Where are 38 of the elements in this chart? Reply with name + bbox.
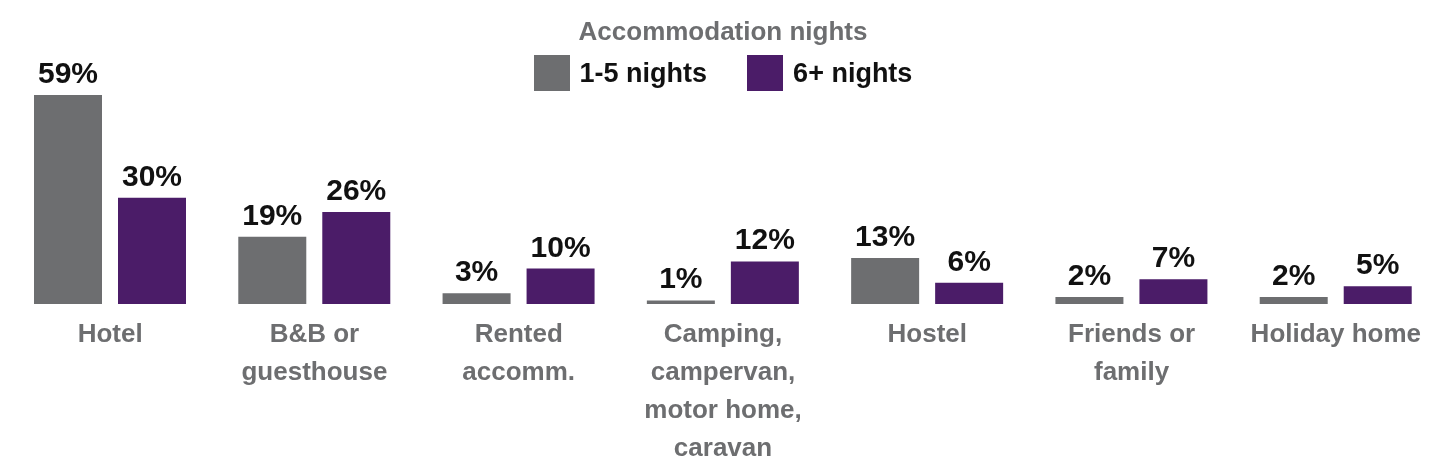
bar [526, 268, 595, 304]
legend-label: 1-5 nights [579, 57, 708, 89]
bar [118, 197, 186, 304]
data-label: 26% [326, 172, 387, 206]
x-tick-label: B&B or guesthouse [241, 318, 388, 386]
data-label: 2% [1067, 257, 1112, 291]
x-tick-label: Holiday home [1250, 318, 1422, 348]
bar [1259, 296, 1328, 304]
bar [935, 282, 1004, 304]
x-tick-label: Rented accomm. [462, 318, 576, 386]
data-label: 59% [37, 56, 99, 89]
x-tick-label: Hotel [77, 318, 143, 348]
legend-label: 6+ nights [793, 57, 913, 89]
data-label: 2% [1272, 257, 1316, 291]
bar [442, 293, 511, 304]
data-label: 19% [242, 197, 303, 231]
bar [1055, 296, 1124, 304]
x-tick-label: Friends or family [1068, 318, 1196, 386]
bar [34, 95, 102, 304]
data-label: 13% [855, 218, 916, 252]
bar [730, 261, 799, 304]
data-label: 1% [659, 261, 703, 295]
data-label: 30% [121, 158, 183, 192]
bar [851, 257, 920, 304]
data-label: 6% [947, 243, 991, 277]
data-label: 5% [1356, 247, 1400, 281]
data-label: 7% [1151, 240, 1196, 274]
bar [1343, 286, 1412, 304]
data-label: 3% [454, 254, 499, 288]
data-label: 12% [734, 222, 795, 256]
bar [646, 300, 715, 304]
data-label: 10% [530, 229, 591, 263]
bar [1139, 279, 1208, 304]
bar [322, 211, 391, 304]
x-tick-label: Hostel [887, 318, 968, 348]
x-tick-label: Camping, campervan, motor home, caravan [644, 318, 802, 462]
bar [238, 236, 307, 304]
legend-title: Accommodation nights [577, 16, 869, 47]
